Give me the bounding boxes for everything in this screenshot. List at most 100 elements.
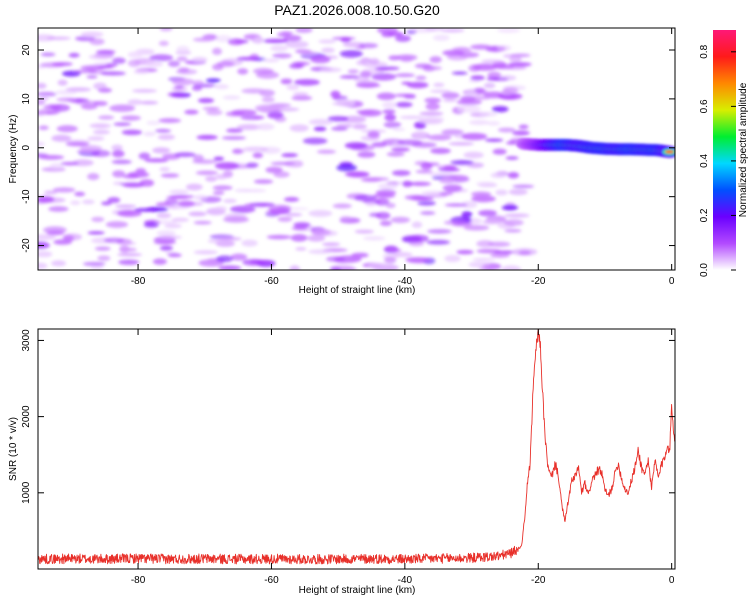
noise-blob <box>463 151 484 159</box>
noise-blob <box>429 56 442 64</box>
noise-blob <box>80 31 104 38</box>
noise-blob <box>356 80 379 89</box>
noise-blob <box>518 250 532 256</box>
noise-blob <box>410 195 427 201</box>
spectrogram-y-axis: -20 -10 0 10 20 <box>21 44 675 253</box>
noise-blob <box>38 91 57 97</box>
noise-blob <box>272 53 292 59</box>
noise-blob <box>308 249 332 255</box>
noise-blob <box>492 77 509 82</box>
noise-blob <box>245 162 259 168</box>
noise-blob <box>442 184 463 192</box>
noise-blob <box>38 125 49 131</box>
noise-blob <box>48 206 69 212</box>
noise-blob <box>319 67 342 73</box>
noise-blob <box>212 190 225 196</box>
noise-blob <box>46 36 71 41</box>
noise-blob <box>65 87 92 92</box>
x-tick-label: -20 <box>531 276 546 287</box>
noise-blob <box>308 118 334 126</box>
noise-blob <box>439 191 454 196</box>
noise-blob <box>241 88 267 94</box>
noise-blob <box>502 87 519 94</box>
noise-blob <box>88 54 113 60</box>
noise-blob <box>119 245 130 253</box>
noise-blob <box>119 182 145 187</box>
noise-blob <box>439 177 455 184</box>
noise-blob <box>212 47 223 56</box>
noise-blob <box>504 213 530 218</box>
noise-blob <box>268 104 285 109</box>
noise-blob <box>483 82 496 89</box>
y-tick-label: 1000 <box>21 481 32 504</box>
noise-blob <box>127 51 144 58</box>
x-tick-label: -60 <box>264 575 279 586</box>
noise-blob <box>80 65 106 71</box>
noise-blob <box>450 160 474 165</box>
noise-blob <box>156 230 176 237</box>
noise-blob <box>154 220 178 225</box>
noise-blob <box>291 226 308 231</box>
noise-blob <box>503 219 524 226</box>
noise-blob <box>402 180 413 188</box>
noise-blob <box>133 69 150 75</box>
noise-blob <box>56 125 78 133</box>
noise-blob <box>308 209 333 217</box>
noise-blob <box>419 111 444 116</box>
noise-blob <box>289 124 309 132</box>
noise-blob <box>321 47 335 53</box>
noise-blob <box>159 28 173 32</box>
noise-blob <box>409 181 432 186</box>
noise-blob <box>336 164 357 172</box>
noise-blob <box>347 69 359 74</box>
noise-blob <box>263 58 280 63</box>
noise-blob <box>223 198 237 204</box>
noise-blob <box>354 229 374 234</box>
noise-blob <box>420 162 433 170</box>
noise-blob <box>505 156 519 160</box>
noise-blob <box>456 249 474 255</box>
noise-blob <box>82 199 95 205</box>
noise-blob <box>399 115 424 119</box>
noise-blob <box>122 174 139 179</box>
noise-blob <box>89 38 105 46</box>
x-tick-label: -20 <box>531 575 546 586</box>
noise-blob <box>443 165 457 172</box>
noise-blob <box>407 81 429 89</box>
noise-blob <box>499 94 518 100</box>
snr-series-line <box>38 329 675 565</box>
noise-blob <box>509 55 522 63</box>
noise-blob <box>421 190 448 197</box>
noise-blob <box>230 205 256 213</box>
noise-blob <box>378 183 398 190</box>
noise-blob <box>442 98 457 103</box>
noise-blob <box>331 126 348 131</box>
noise-blob <box>487 241 511 247</box>
noise-blob <box>63 235 75 242</box>
noise-blob <box>232 148 243 154</box>
noise-blob <box>261 96 275 103</box>
noise-blob <box>376 92 396 101</box>
noise-blob <box>344 171 368 177</box>
noise-blob <box>93 82 107 90</box>
noise-blob <box>339 50 363 58</box>
noise-blob <box>387 248 402 253</box>
noise-blob <box>330 266 342 270</box>
noise-blob <box>38 196 55 203</box>
noise-blob <box>173 85 185 90</box>
noise-blob <box>197 97 215 104</box>
noise-blob <box>407 234 429 243</box>
noise-blob <box>472 257 496 262</box>
noise-blob <box>42 226 67 234</box>
noise-blob <box>313 126 327 132</box>
noise-blob <box>49 162 64 170</box>
noise-blob <box>415 75 427 81</box>
spectrogram-frame <box>37 27 676 271</box>
noise-blob <box>249 202 275 207</box>
colorbar-axis: 0.0 0.2 0.4 0.6 0.8 <box>699 44 736 277</box>
noise-blob <box>118 259 140 266</box>
noise-blob <box>411 221 423 229</box>
noise-blob <box>441 129 464 136</box>
y-tick-label: 2000 <box>21 405 32 428</box>
noise-blob <box>280 79 292 85</box>
